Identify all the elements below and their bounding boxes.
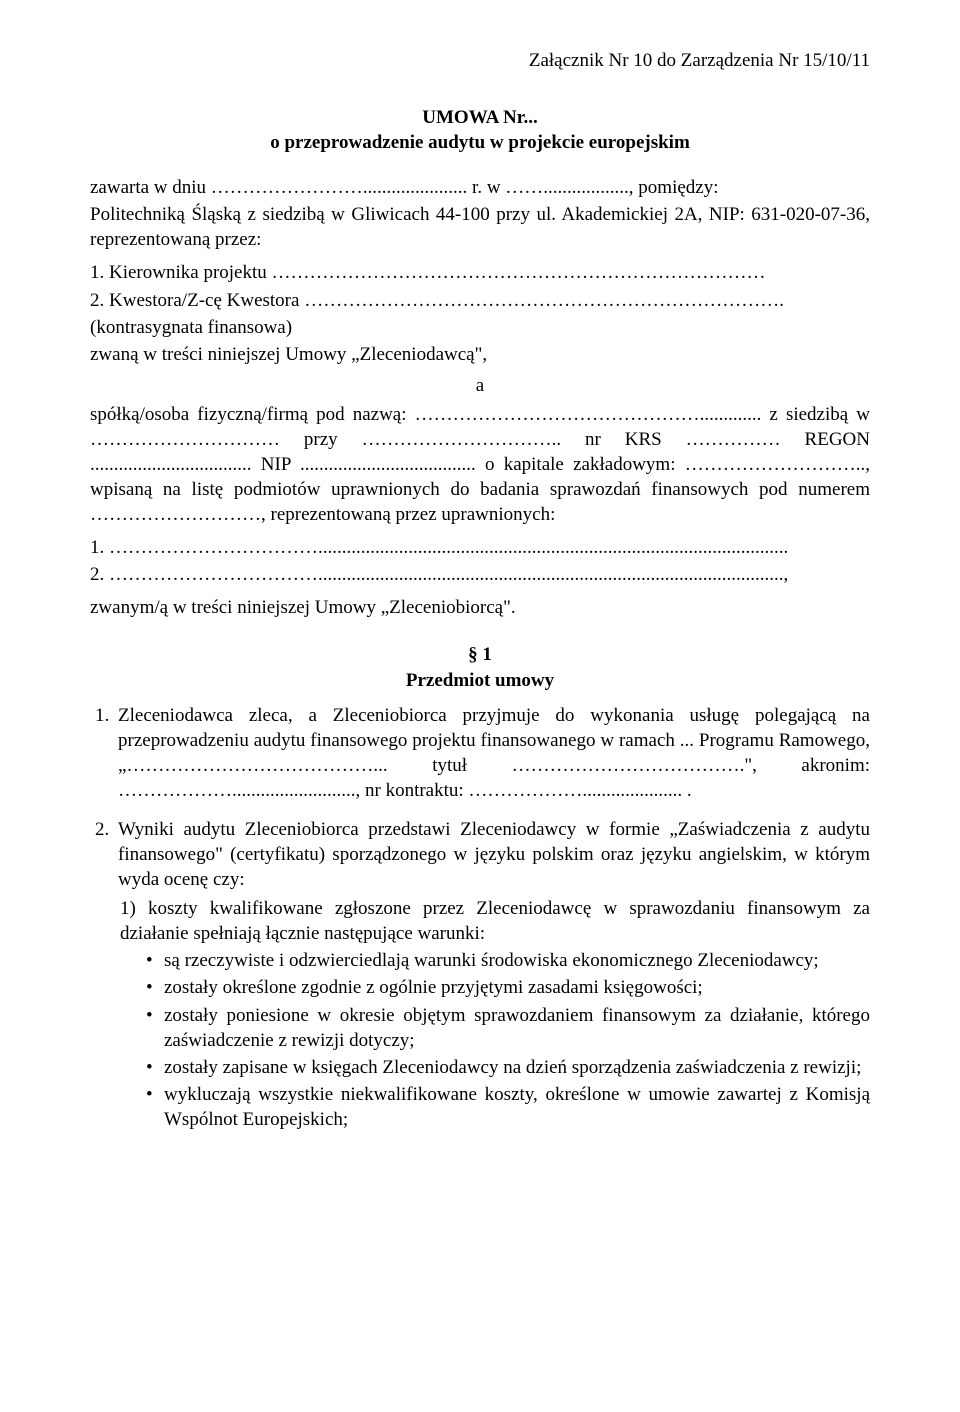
title-block: UMOWA Nr... o przeprowadzenie audytu w p… — [90, 105, 870, 155]
intro-countersignature: (kontrasygnata finansowa) — [90, 315, 870, 340]
intro-sig2: 2. ……………………………..........................… — [90, 562, 870, 587]
section-1-item-2-sublist: 1) koszty kwalifikowane zgłoszone przez … — [118, 896, 870, 1132]
separator-a: a — [90, 373, 870, 398]
intro-party1-alias: zwaną w treści niniejszej Umowy „Zleceni… — [90, 342, 870, 367]
bullet-3: zostały poniesione w okresie objętym spr… — [146, 1003, 870, 1053]
document-page: Załącznik Nr 10 do Zarządzenia Nr 15/10/… — [0, 0, 960, 1412]
section-1-item-2-lead: Wyniki audytu Zleceniobiorca przedstawi … — [118, 819, 870, 890]
bullet-4: zostały zapisane w księgach Zleceniodawc… — [146, 1055, 870, 1080]
intro-party2: spółką/osoba fizyczną/firmą pod nazwą: …… — [90, 402, 870, 527]
intro-rep2: 2. Kwestora/Z-cę Kwestora ……………………………………… — [90, 288, 870, 313]
intro-date-line: zawarta w dniu …………………….................… — [90, 175, 870, 200]
attachment-reference: Załącznik Nr 10 do Zarządzenia Nr 15/10/… — [90, 48, 870, 73]
section-1-bullets: są rzeczywiste i odzwierciedlają warunki… — [120, 948, 870, 1132]
title-line-1: UMOWA Nr... — [90, 105, 870, 130]
intro-rep1: 1. Kierownika projektu ……………………………………………… — [90, 260, 870, 285]
section-1-list: Zleceniodawca zleca, a Zleceniobiorca pr… — [90, 703, 870, 1132]
bullet-2: zostały określone zgodnie z ogólnie przy… — [146, 975, 870, 1000]
section-1-item-2: Wyniki audytu Zleceniobiorca przedstawi … — [114, 817, 870, 1132]
section-1-number: § 1 — [90, 642, 870, 667]
title-line-2: o przeprowadzenie audytu w projekcie eur… — [90, 130, 870, 155]
bullet-5: wykluczają wszystkie niekwalifikowane ko… — [146, 1082, 870, 1132]
intro-sig1: 1. ……………………………..........................… — [90, 535, 870, 560]
section-1-item-1: Zleceniodawca zleca, a Zleceniobiorca pr… — [114, 703, 870, 803]
section-1-sub-1-lead: 1) koszty kwalifikowane zgłoszone przez … — [120, 898, 870, 944]
section-1-sub-1: 1) koszty kwalifikowane zgłoszone przez … — [120, 896, 870, 1132]
bullet-1: są rzeczywiste i odzwierciedlają warunki… — [146, 948, 870, 973]
section-1-title: Przedmiot umowy — [90, 668, 870, 693]
section-1-heading: § 1 Przedmiot umowy — [90, 642, 870, 692]
intro-party2-alias: zwanym/ą w treści niniejszej Umowy „Zlec… — [90, 595, 870, 620]
intro-party1: Politechniką Śląską z siedzibą w Gliwica… — [90, 202, 870, 252]
